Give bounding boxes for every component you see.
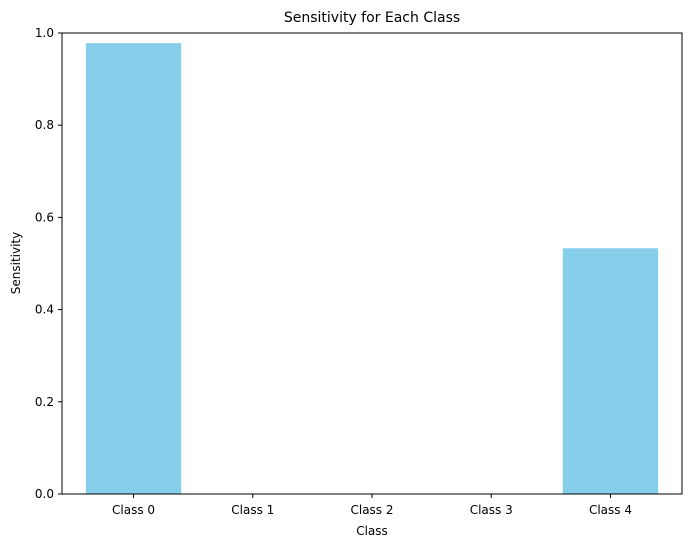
y-tick-label: 0.8: [35, 118, 54, 132]
x-tick-label: Class 3: [470, 503, 513, 517]
x-tick-label: Class 0: [112, 503, 155, 517]
y-tick-label: 1.0: [35, 26, 54, 40]
y-tick-label: 0.2: [35, 395, 54, 409]
x-axis-label: Class: [356, 524, 388, 538]
y-tick-label: 0.6: [35, 210, 54, 224]
y-axis-label: Sensitivity: [9, 232, 23, 294]
y-axis-ticks: 0.0 0.2 0.4 0.6 0.8 1.0: [35, 26, 62, 501]
y-tick-label: 0.4: [35, 303, 54, 317]
x-axis-ticks: Class 0 Class 1 Class 2 Class 3 Class 4: [112, 494, 632, 517]
chart-title: Sensitivity for Each Class: [284, 10, 460, 26]
x-tick-label: Class 4: [589, 503, 632, 517]
bar-class-4: [562, 248, 659, 494]
x-tick-label: Class 2: [350, 503, 393, 517]
plot-frame: [61, 32, 683, 495]
y-tick-label: 0.0: [35, 487, 54, 501]
bar-class-0: [85, 43, 182, 494]
x-tick-label: Class 1: [231, 503, 274, 517]
bars-layer: [85, 43, 659, 494]
